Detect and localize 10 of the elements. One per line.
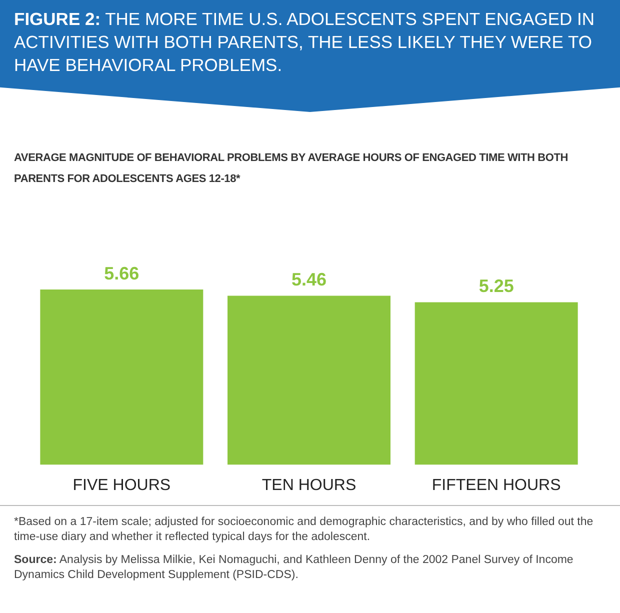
x-tick-label: FIVE HOURS <box>72 476 171 494</box>
chart-subtitle: AVERAGE MAGNITUDE OF BEHAVIORAL PROBLEMS BY AVERAGE HOURS OF ENGAGED TIME WITH BOTH PARENTS FOR ADOLESCENTS AGES 12-18* <box>14 151 569 187</box>
x-tick-label: FIFTEEN HOURS <box>432 476 561 494</box>
chart-title: FIGURE 2: THE MORE TIME U.S. ADOLESCENTS SPENT ENGAGED IN ACTIVITIES WITH BOTH PARENTS, THE LESS LIKELY THEY WERE TO HAVE BEHAVIORAL PROBLEMS. <box>14 8 596 77</box>
data-label: 5.66 <box>104 263 140 284</box>
text: *Based on a 17-item scale; adjusted for socioeconomic and demographic characteristics, and by who filled out the time-use diary and whether it reflected typical days for the adolescent. <box>14 515 594 545</box>
source-note: Source: Analysis by Melissa Milkie, Kei Nomaguchi, and Kathleen Denny of the 2002 Panel Survey of Income Dynamics Child Development Supplement (PSID-CDS). <box>14 553 574 583</box>
data-label: 5.46 <box>291 270 327 290</box>
data-label: 5.25 <box>478 276 514 296</box>
x-tick-label: TEN HOURS <box>262 476 356 494</box>
